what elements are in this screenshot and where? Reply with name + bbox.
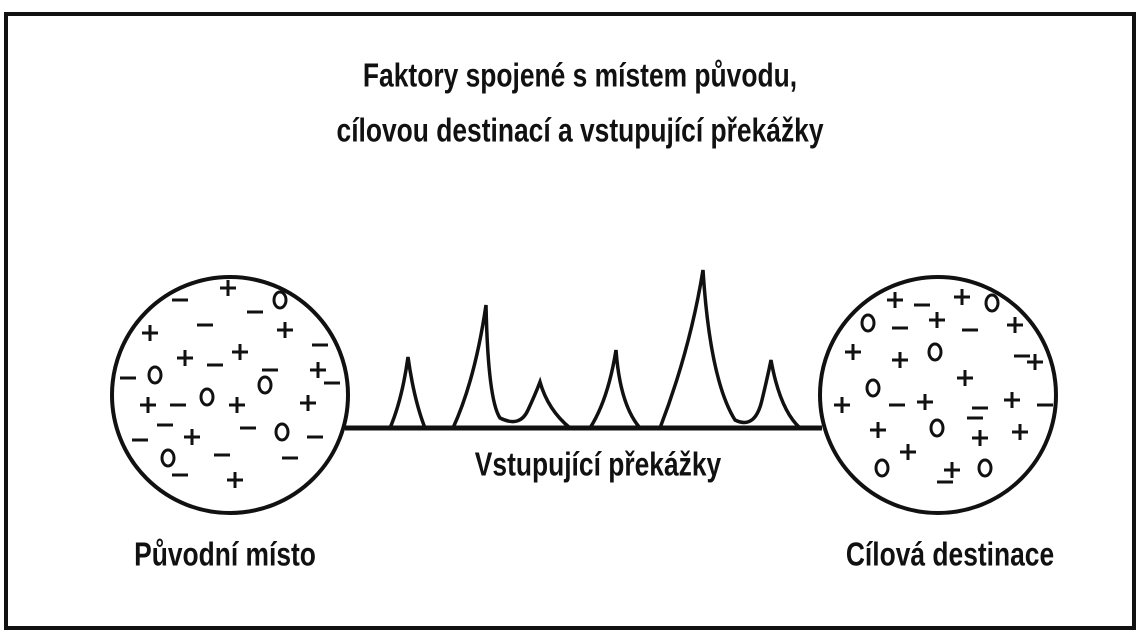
plus-symbol	[944, 462, 960, 478]
origin-circle	[110, 275, 350, 515]
plus-symbol	[310, 362, 326, 378]
title: Faktory spojené s místem původu, cílovou…	[337, 58, 824, 149]
plus-symbol	[1012, 424, 1028, 440]
zero-symbol	[927, 342, 943, 362]
title-line: Faktory spojené s místem původu,	[363, 58, 797, 94]
zero-symbol	[865, 378, 881, 398]
plus-symbol	[834, 397, 850, 413]
plus-symbol	[957, 370, 973, 386]
plus-symbol	[954, 289, 970, 305]
plus-symbol	[232, 344, 248, 360]
zero-symbol	[929, 418, 945, 438]
zero-symbol	[274, 422, 290, 442]
destination-circle	[818, 275, 1058, 515]
plus-symbol	[142, 325, 158, 341]
zero-symbol	[984, 293, 1000, 313]
plus-symbol	[1004, 392, 1020, 408]
plus-symbol	[900, 444, 916, 460]
obstacles-label-group: Vstupující překážky	[475, 447, 722, 483]
plus-symbol	[892, 352, 908, 368]
zero-symbol	[199, 387, 215, 407]
obstacle-peaks	[388, 269, 802, 430]
zero-symbol	[257, 375, 273, 395]
origin-label-group: Původní místo	[134, 537, 316, 573]
plus-symbol	[227, 472, 243, 488]
plus-symbol	[140, 397, 156, 413]
frame	[4, 12, 1136, 630]
plus-symbol	[972, 430, 988, 446]
plus-symbol	[184, 429, 200, 445]
destination-label: Cílová destinace	[846, 537, 1054, 573]
plus-symbol	[887, 292, 903, 308]
plus-symbol	[929, 312, 945, 328]
plus-symbol	[220, 280, 236, 296]
plus-symbol	[1007, 317, 1023, 333]
plus-symbol	[300, 395, 316, 411]
obstacles-label: Vstupující překážky	[475, 447, 722, 483]
factor-symbols	[120, 280, 1053, 488]
plus-symbol	[229, 397, 245, 413]
plus-symbol	[277, 322, 293, 338]
plus-symbol	[1027, 354, 1043, 370]
zero-symbol	[860, 313, 876, 333]
zero-symbol	[874, 458, 890, 478]
origin-label: Původní místo	[134, 537, 316, 573]
zero-symbol	[272, 290, 288, 310]
zero-symbol	[160, 448, 176, 468]
zero-symbol	[147, 365, 163, 385]
title-line: cílovou destinací a vstupující překážky	[337, 113, 824, 149]
plus-symbol	[177, 350, 193, 366]
zero-symbol	[977, 458, 993, 478]
plus-symbol	[870, 422, 886, 438]
plus-symbol	[845, 344, 861, 360]
plus-symbol	[917, 394, 933, 410]
destination-label-group: Cílová destinace	[846, 537, 1054, 573]
